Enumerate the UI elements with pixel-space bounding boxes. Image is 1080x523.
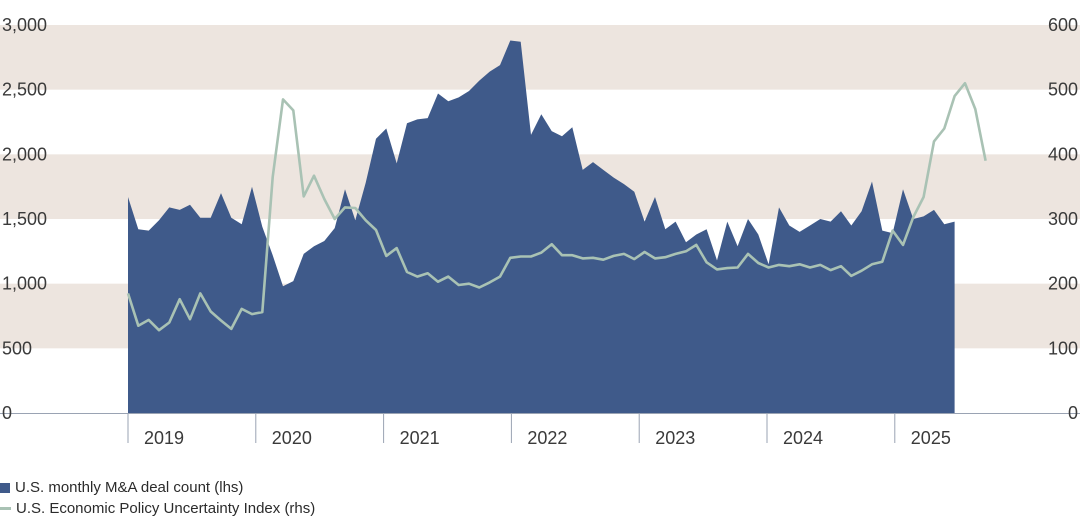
deal-count-area-series bbox=[128, 40, 955, 413]
x-tick-label: 2019 bbox=[144, 428, 184, 448]
left-tick-label: 1,000 bbox=[2, 274, 47, 294]
legend-item-uncertainty: U.S. Economic Policy Uncertainty Index (… bbox=[0, 500, 315, 517]
x-axis-labels: 2019 2020 2021 2022 2023 2024 2025 bbox=[144, 428, 951, 448]
x-tick-label: 2024 bbox=[783, 428, 823, 448]
right-tick-label: 600 bbox=[1048, 15, 1078, 35]
band-2 bbox=[0, 25, 1080, 90]
right-tick-label: 100 bbox=[1048, 338, 1078, 358]
left-tick-label: 3,000 bbox=[2, 15, 47, 35]
left-tick-label: 2,500 bbox=[2, 80, 47, 100]
x-tick-label: 2021 bbox=[400, 428, 440, 448]
right-tick-label: 400 bbox=[1048, 144, 1078, 164]
left-tick-label: 0 bbox=[2, 403, 12, 423]
chart-canvas: 0 500 1,000 1,500 2,000 2,500 3,000 0 100 200 300… bbox=[0, 15, 1080, 448]
right-tick-label: 200 bbox=[1048, 274, 1078, 294]
x-axis bbox=[0, 413, 1080, 443]
left-tick-label: 500 bbox=[2, 338, 32, 358]
legend-label-deal-count: U.S. monthly M&A deal count (lhs) bbox=[15, 479, 244, 496]
deal-count-area bbox=[128, 40, 955, 413]
right-y-axis: 0 100 200 300 400 500 600 bbox=[1048, 15, 1078, 423]
right-tick-label: 0 bbox=[1068, 403, 1078, 423]
legend-swatch-uncertainty bbox=[0, 507, 11, 510]
x-tick-label: 2023 bbox=[655, 428, 695, 448]
legend-item-deal-count: U.S. monthly M&A deal count (lhs) bbox=[0, 479, 243, 496]
legend-swatch-deal-count bbox=[0, 482, 10, 493]
right-tick-label: 500 bbox=[1048, 80, 1078, 100]
left-y-axis: 0 500 1,000 1,500 2,000 2,500 3,000 bbox=[2, 15, 47, 423]
uncertainty-line bbox=[126, 81, 987, 332]
right-tick-label: 300 bbox=[1048, 209, 1078, 229]
left-tick-label: 1,500 bbox=[2, 209, 47, 229]
x-tick-label: 2020 bbox=[272, 428, 312, 448]
x-tick-label: 2022 bbox=[527, 428, 567, 448]
legend-label-uncertainty: U.S. Economic Policy Uncertainty Index (… bbox=[16, 500, 316, 517]
left-tick-label: 2,000 bbox=[2, 144, 47, 164]
uncertainty-line-series bbox=[126, 81, 987, 332]
x-tick-label: 2025 bbox=[911, 428, 951, 448]
